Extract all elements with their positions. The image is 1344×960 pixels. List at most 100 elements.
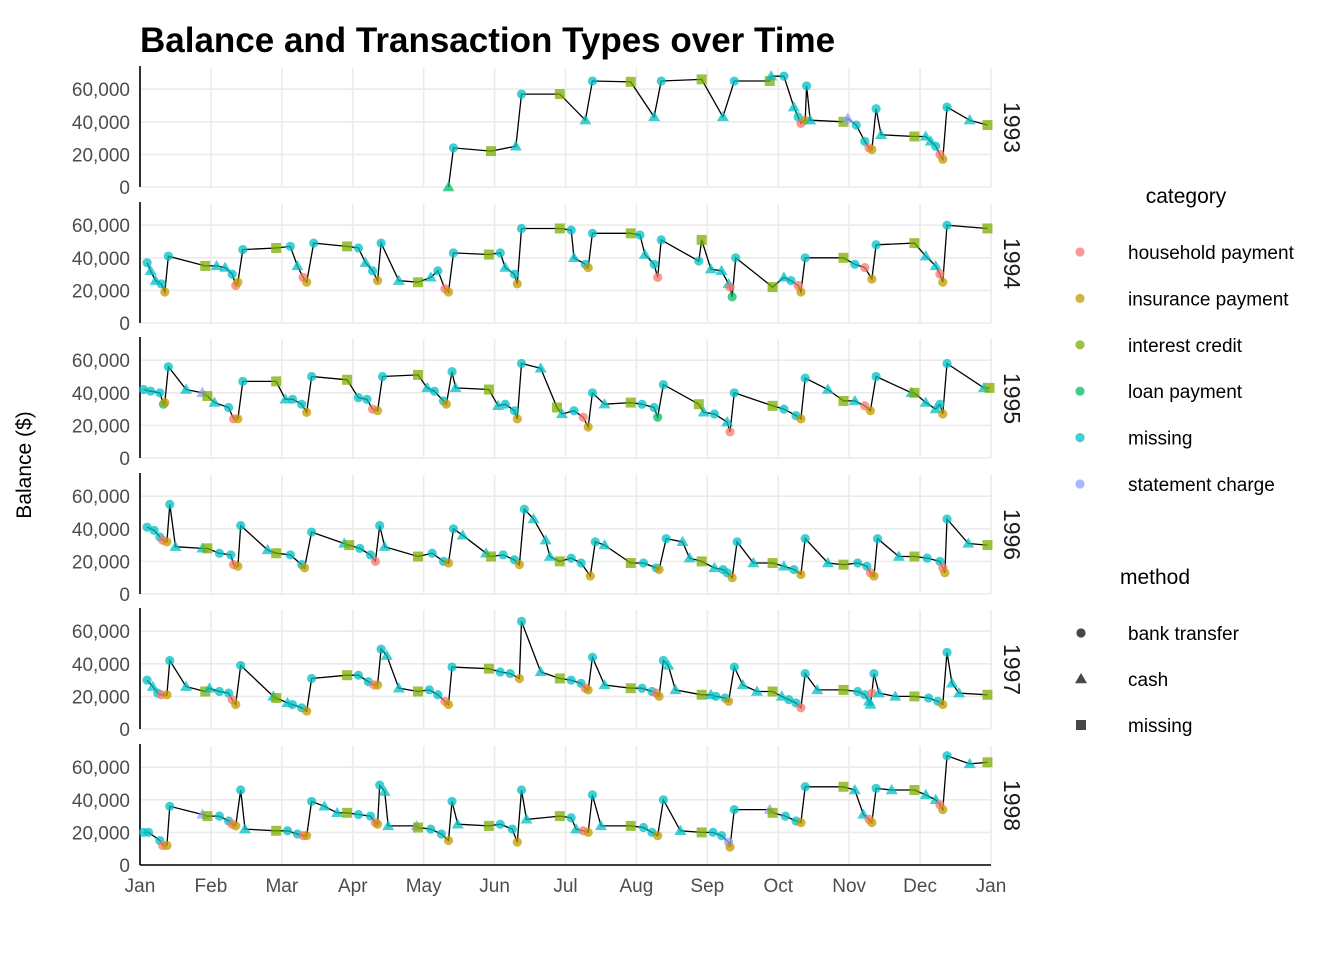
- transaction-point: [202, 543, 213, 554]
- x-tick-label: May: [406, 876, 442, 897]
- transaction-point: [160, 397, 170, 408]
- transaction-point: [447, 367, 457, 377]
- transaction-point: [800, 253, 810, 263]
- transaction-point: [509, 269, 520, 279]
- transaction-point: [780, 811, 790, 821]
- facet-panels: 0 20,000 40,000 60,000 1993 0 20,000 40,000 60,0…: [72, 66, 1025, 897]
- legend-label: missing: [1128, 716, 1192, 737]
- transaction-point: [200, 260, 211, 271]
- transaction-point: [800, 533, 810, 544]
- transaction-point: [765, 70, 778, 81]
- legend-label: missing: [1128, 429, 1192, 450]
- x-tick-label: Jun: [479, 876, 510, 897]
- transaction-point: [180, 383, 193, 394]
- transaction-point: [942, 102, 952, 112]
- transaction-point: [715, 264, 728, 276]
- transaction-point: [767, 807, 778, 818]
- transaction-point: [342, 670, 353, 681]
- transaction-point: [656, 235, 666, 245]
- chart-title: Balance and Transaction Types over Time: [140, 21, 835, 60]
- y-tick-label: 40,000: [72, 791, 130, 812]
- transaction-point: [982, 120, 993, 131]
- transaction-point: [495, 819, 505, 829]
- x-tick-label: Jan: [125, 876, 156, 897]
- transaction-point: [811, 683, 824, 695]
- transaction-point: [271, 548, 282, 559]
- transaction-point: [342, 241, 353, 252]
- transaction-point: [318, 800, 331, 811]
- transaction-point: [767, 282, 778, 293]
- transaction-point: [676, 535, 689, 547]
- transaction-point: [724, 696, 734, 706]
- transaction-point: [909, 551, 920, 562]
- transaction-point: [942, 358, 952, 369]
- transaction-point: [302, 831, 312, 841]
- transaction-point: [156, 279, 166, 289]
- legend-key-loan-payment: [1075, 386, 1085, 396]
- transaction-point: [299, 563, 310, 573]
- transaction-point: [867, 274, 877, 284]
- transaction-point: [945, 677, 958, 688]
- transaction-point: [509, 406, 520, 416]
- transaction-point: [516, 358, 527, 369]
- transaction-point: [355, 543, 365, 553]
- transaction-point: [625, 558, 636, 569]
- transaction-point: [412, 277, 423, 288]
- transaction-point: [729, 388, 739, 398]
- transaction-point: [448, 143, 459, 153]
- transaction-point: [653, 831, 663, 841]
- transaction-point: [872, 533, 883, 544]
- transaction-point: [919, 250, 932, 261]
- legend-item-method: cash: [1075, 670, 1168, 691]
- y-tick-label: 20,000: [72, 281, 130, 302]
- facet-strip-label: 1994: [999, 238, 1025, 289]
- transaction-point: [233, 277, 243, 287]
- transaction-point: [219, 261, 232, 272]
- transaction-point: [162, 537, 172, 547]
- transaction-point: [729, 76, 739, 86]
- transaction-point: [585, 571, 595, 581]
- transaction-point: [860, 262, 870, 273]
- transaction-point: [372, 406, 383, 416]
- transaction-point: [590, 537, 600, 547]
- legend-label: insurance payment: [1128, 289, 1289, 310]
- transaction-point: [709, 409, 720, 419]
- transaction-point: [227, 269, 237, 279]
- transaction-point: [143, 827, 154, 837]
- transaction-point: [380, 649, 393, 660]
- transaction-point: [149, 525, 159, 536]
- transaction-point: [512, 837, 522, 847]
- transaction-point: [392, 274, 405, 285]
- transaction-point: [789, 564, 799, 575]
- y-tick-label: 0: [119, 585, 130, 606]
- legend-item-category: loan payment: [1075, 382, 1243, 403]
- transaction-points: [142, 616, 993, 716]
- gridlines: [139, 204, 992, 324]
- transaction-point: [512, 279, 522, 289]
- transaction-point: [365, 811, 376, 821]
- transaction-point: [424, 271, 437, 282]
- transaction-point: [732, 537, 742, 547]
- transaction-point: [307, 673, 317, 684]
- transaction-point: [495, 248, 505, 258]
- transaction-point: [860, 136, 870, 146]
- transaction-point: [412, 551, 423, 562]
- transaction-point: [648, 110, 661, 122]
- transaction-point: [696, 74, 707, 85]
- transaction-point: [483, 820, 494, 831]
- transaction-point: [867, 818, 877, 828]
- transaction-point: [233, 414, 243, 424]
- transaction-point: [534, 665, 547, 677]
- transaction-point: [499, 261, 512, 272]
- transaction-point: [231, 821, 241, 831]
- transaction-point: [637, 683, 647, 693]
- transaction-point: [353, 393, 364, 403]
- transaction-point: [704, 263, 717, 274]
- transaction-point: [982, 223, 993, 234]
- y-tick-label: 60,000: [72, 758, 130, 779]
- transaction-point: [500, 399, 510, 409]
- transaction-point: [412, 686, 423, 697]
- transaction-point: [353, 670, 364, 680]
- transaction-point: [867, 144, 877, 155]
- transaction-point: [625, 228, 636, 239]
